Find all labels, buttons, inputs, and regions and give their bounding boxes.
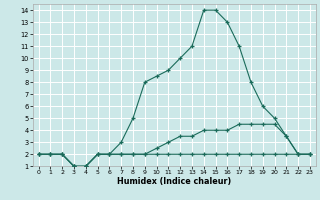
X-axis label: Humidex (Indice chaleur): Humidex (Indice chaleur) [117,177,231,186]
